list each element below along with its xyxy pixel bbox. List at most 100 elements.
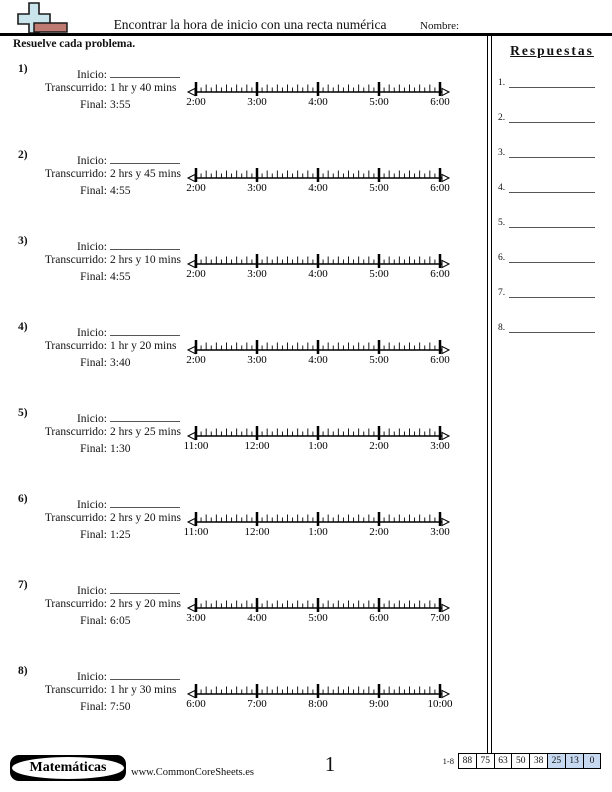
score-table: 88 75 63 50 38 25 13 0 xyxy=(458,753,602,769)
elapsed-value: 2 hrs y 45 mins xyxy=(110,168,181,180)
inicio-blank[interactable] xyxy=(110,323,180,336)
svg-text:3:00: 3:00 xyxy=(430,440,450,452)
page-number: 1 xyxy=(324,752,336,776)
transcurrido-label: Transcurrido: xyxy=(44,340,107,352)
svg-text:2:00: 2:00 xyxy=(186,182,206,194)
inicio-blank[interactable] xyxy=(110,409,180,422)
inicio-blank[interactable] xyxy=(110,151,180,164)
answer-blank[interactable] xyxy=(509,286,596,298)
problem-number: 3) xyxy=(18,235,28,247)
svg-text:8:00: 8:00 xyxy=(308,698,328,710)
answer-number: 1. xyxy=(498,78,506,88)
inicio-blank[interactable] xyxy=(110,667,180,680)
problem-block: 6) Inicio: Transcurrido: 2 hrs y 20 mins … xyxy=(14,493,484,573)
elapsed-value: 2 hrs y 20 mins xyxy=(110,512,181,524)
sidebar-divider xyxy=(487,35,492,753)
score-cell: 75 xyxy=(475,753,495,769)
time-number-line: 11:00 12:00 1:00 2:00 3:00 xyxy=(184,426,450,452)
problem-number: 7) xyxy=(18,579,28,591)
transcurrido-label: Transcurrido: xyxy=(44,82,107,94)
answer-row: 7. xyxy=(498,286,596,298)
answer-row: 2. xyxy=(498,111,596,123)
svg-text:12:00: 12:00 xyxy=(244,526,270,538)
answers-sidebar: Respuestas 1. 2. 3. 4. 5. 6. 7. 8. xyxy=(492,35,612,753)
svg-text:5:00: 5:00 xyxy=(369,268,389,280)
svg-text:5:00: 5:00 xyxy=(369,354,389,366)
time-number-line: 11:00 12:00 1:00 2:00 3:00 xyxy=(184,512,450,538)
inicio-label: Inicio: xyxy=(76,585,107,597)
answer-blank[interactable] xyxy=(509,111,596,123)
time-number-line: 2:00 3:00 4:00 5:00 6:00 xyxy=(186,82,450,108)
svg-text:3:00: 3:00 xyxy=(247,182,267,194)
svg-text:4:00: 4:00 xyxy=(308,268,328,280)
svg-text:2:00: 2:00 xyxy=(186,96,206,108)
inicio-blank[interactable] xyxy=(110,65,180,78)
answer-number: 7. xyxy=(498,288,506,298)
answer-blank[interactable] xyxy=(509,321,596,333)
time-number-line: 6:00 7:00 8:00 9:00 10:00 xyxy=(186,684,453,710)
score-cell: 50 xyxy=(511,753,531,769)
transcurrido-label: Transcurrido: xyxy=(44,598,107,610)
answer-blank[interactable] xyxy=(509,76,596,88)
svg-text:12:00: 12:00 xyxy=(244,440,270,452)
answer-row: 8. xyxy=(498,321,596,333)
answer-number: 5. xyxy=(498,218,506,228)
svg-text:6:00: 6:00 xyxy=(186,698,206,710)
score-range-label: 1-8 xyxy=(442,756,454,766)
problem-number: 5) xyxy=(18,407,28,419)
svg-text:2:00: 2:00 xyxy=(186,268,206,280)
answer-number: 8. xyxy=(498,323,506,333)
score-cell: 25 xyxy=(546,753,566,769)
elapsed-value: 1 hr y 30 mins xyxy=(110,684,177,696)
score-cell: 0 xyxy=(582,753,602,769)
answer-number: 4. xyxy=(498,183,506,193)
svg-text:5:00: 5:00 xyxy=(369,96,389,108)
inicio-label: Inicio: xyxy=(76,499,107,511)
svg-text:6:00: 6:00 xyxy=(430,96,450,108)
transcurrido-label: Transcurrido: xyxy=(44,426,107,438)
answer-blank[interactable] xyxy=(509,181,596,193)
final-label: Final: xyxy=(80,701,107,713)
final-value: 3:55 xyxy=(110,99,131,111)
svg-text:5:00: 5:00 xyxy=(369,182,389,194)
transcurrido-label: Transcurrido: xyxy=(44,512,107,524)
svg-text:10:00: 10:00 xyxy=(427,698,453,710)
inicio-blank[interactable] xyxy=(110,237,180,250)
answer-row: 5. xyxy=(498,216,596,228)
svg-text:2:00: 2:00 xyxy=(369,526,389,538)
final-value: 4:55 xyxy=(110,185,131,197)
instructions: Resuelve cada problema. xyxy=(13,38,136,50)
svg-text:2:00: 2:00 xyxy=(186,354,206,366)
answer-blank[interactable] xyxy=(509,251,596,263)
svg-text:3:00: 3:00 xyxy=(186,612,206,624)
elapsed-value: 1 hr y 20 mins xyxy=(110,340,177,352)
score-cell: 88 xyxy=(458,753,477,769)
inicio-blank[interactable] xyxy=(110,495,180,508)
svg-text:3:00: 3:00 xyxy=(430,526,450,538)
inicio-label: Inicio: xyxy=(76,327,107,339)
answer-row: 6. xyxy=(498,251,596,263)
time-number-line: 2:00 3:00 4:00 5:00 6:00 xyxy=(186,340,450,366)
final-label: Final: xyxy=(80,443,107,455)
elapsed-value: 2 hrs y 20 mins xyxy=(110,598,181,610)
problem-block: 4) Inicio: Transcurrido: 1 hr y 20 mins F… xyxy=(14,321,484,401)
answer-blank[interactable] xyxy=(509,216,596,228)
time-number-line: 3:00 4:00 5:00 6:00 7:00 xyxy=(186,598,450,624)
brand-badge-label: Matemáticas xyxy=(12,757,124,779)
transcurrido-label: Transcurrido: xyxy=(44,168,107,180)
name-label: Nombre: xyxy=(420,20,460,32)
elapsed-value: 1 hr y 40 mins xyxy=(110,82,177,94)
answer-row: 3. xyxy=(498,146,596,158)
answer-blank[interactable] xyxy=(509,146,596,158)
final-value: 4:55 xyxy=(110,271,131,283)
svg-text:6:00: 6:00 xyxy=(369,612,389,624)
answer-number: 3. xyxy=(498,148,506,158)
inicio-blank[interactable] xyxy=(110,581,180,594)
time-number-line: 2:00 3:00 4:00 5:00 6:00 xyxy=(186,168,450,194)
inicio-label: Inicio: xyxy=(76,69,107,81)
svg-text:1:00: 1:00 xyxy=(308,440,328,452)
problem-block: 5) Inicio: Transcurrido: 2 hrs y 25 mins … xyxy=(14,407,484,487)
header-rule xyxy=(0,33,612,36)
final-label: Final: xyxy=(80,185,107,197)
